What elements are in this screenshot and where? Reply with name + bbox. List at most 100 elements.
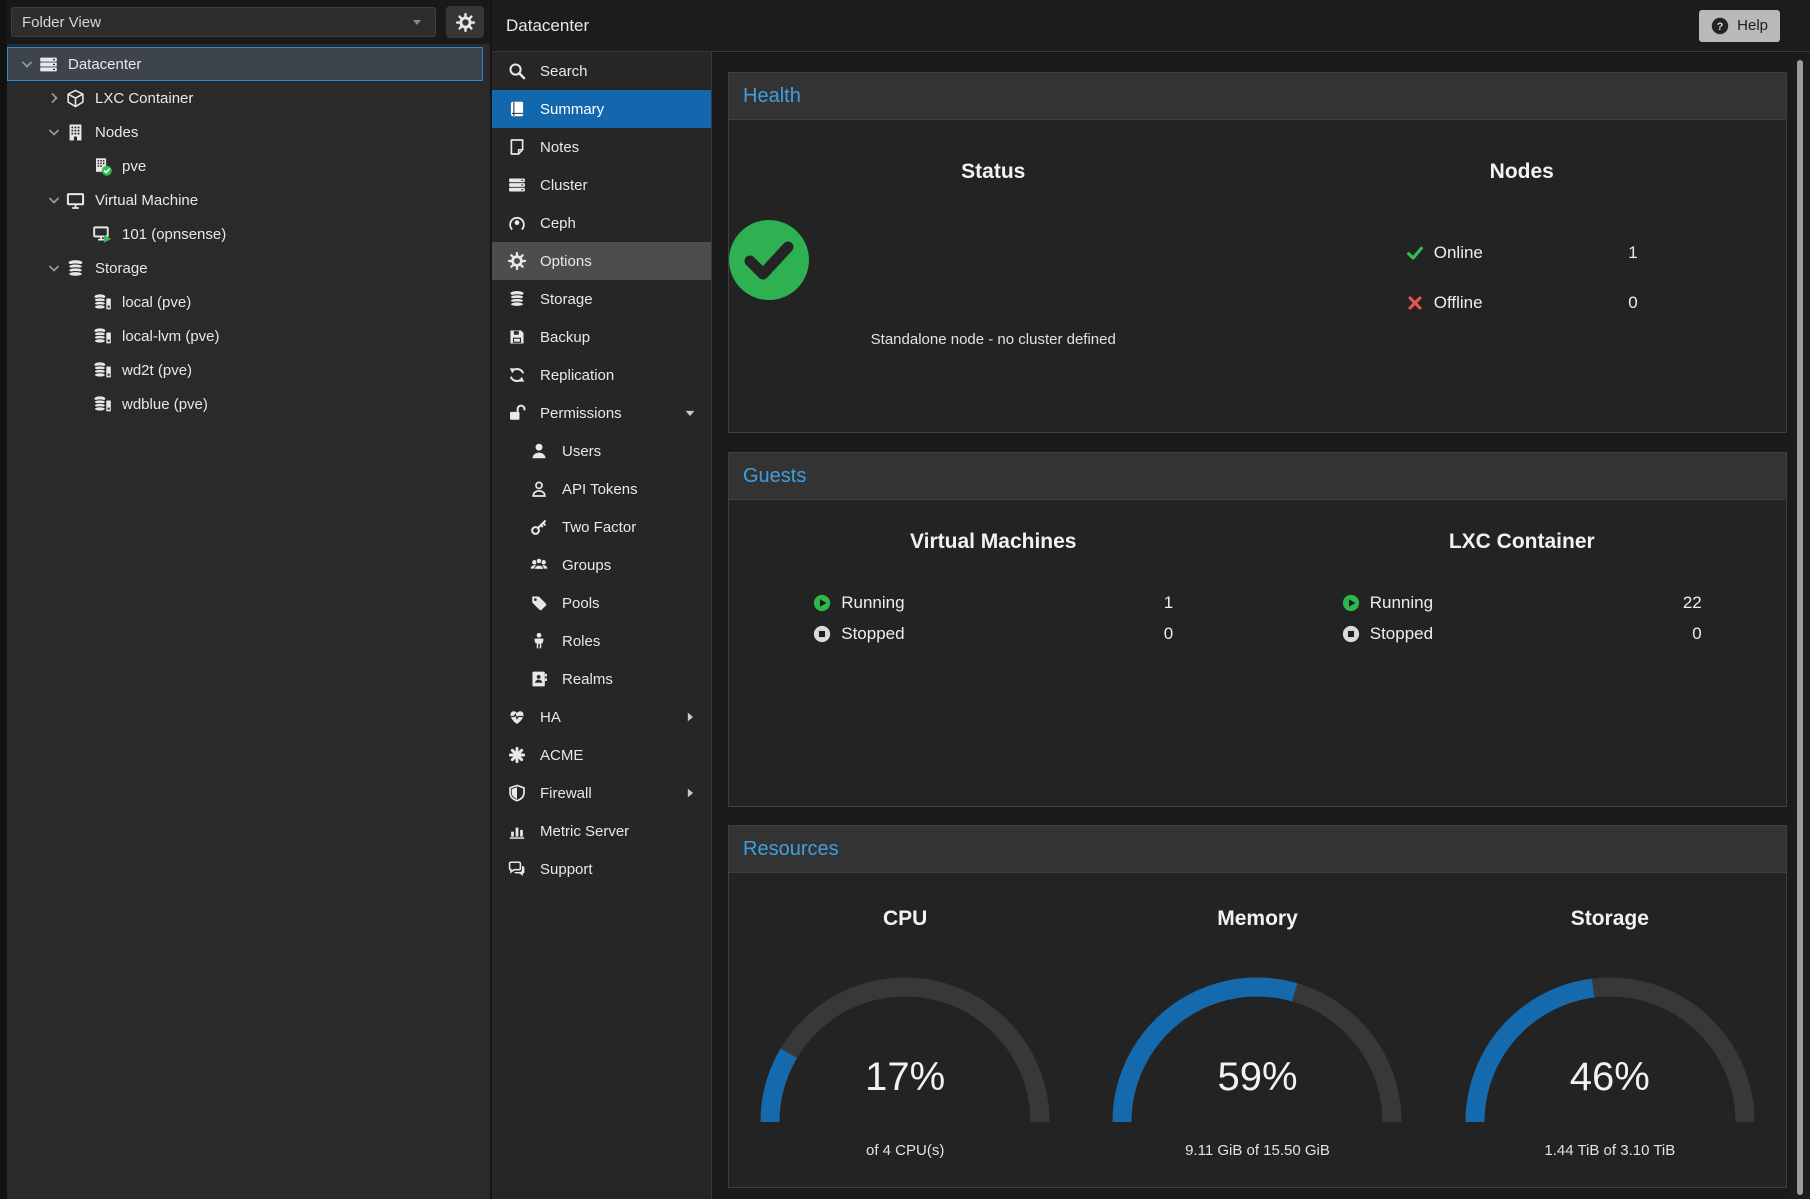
desktop-running-icon <box>93 225 112 244</box>
heartbeat-icon <box>508 708 526 726</box>
vertical-scrollbar[interactable] <box>1790 52 1810 1199</box>
menu-item-groups[interactable]: Groups <box>492 546 711 584</box>
scrollbar-thumb[interactable] <box>1797 60 1803 1195</box>
tree-item-label: wd2t (pve) <box>122 361 193 379</box>
tree-item-label: local-lvm (pve) <box>122 327 220 345</box>
menu-item-notes[interactable]: Notes <box>492 128 711 166</box>
floppy-icon <box>508 328 526 346</box>
nodes-online-label: Online <box>1433 243 1483 262</box>
tree-settings-button[interactable] <box>446 6 484 38</box>
cube-icon <box>66 89 85 108</box>
note-icon <box>508 138 526 156</box>
tree-item-local-lvm-pve[interactable]: local-lvm (pve) <box>7 319 483 353</box>
tree-item-nodes[interactable]: Nodes <box>7 115 483 149</box>
tree-item-lxc-container[interactable]: LXC Container <box>7 81 483 115</box>
chevron-down-icon[interactable] <box>44 124 64 140</box>
menu-item-cluster[interactable]: Cluster <box>492 166 711 204</box>
comments-icon <box>508 860 526 878</box>
memory-gauge-arc <box>1112 977 1402 1123</box>
chevron-right-icon[interactable] <box>44 90 64 106</box>
storage-column: Storage 46% 1.44 TiB of 3.10 TiB <box>1434 873 1786 1187</box>
tree-item-virtual-machine[interactable]: Virtual Machine <box>7 183 483 217</box>
tree-item-wd2t-pve[interactable]: wd2t (pve) <box>7 353 483 387</box>
vm-running-value: 1 <box>1163 593 1174 612</box>
view-selector-dropdown[interactable]: Folder View <box>11 7 436 37</box>
database-drive-icon <box>93 293 112 312</box>
menu-item-two-factor[interactable]: Two Factor <box>492 508 711 546</box>
menu-item-label: Permissions <box>540 404 622 422</box>
tree-item-local-pve[interactable]: local (pve) <box>7 285 483 319</box>
nodes-online-row: Online 1 <box>1406 242 1638 264</box>
menu-item-label: Pools <box>562 594 600 612</box>
menu-item-users[interactable]: Users <box>492 432 711 470</box>
running-icon <box>813 594 831 612</box>
stopped-icon <box>1342 625 1360 643</box>
lxc-stopped-label: Stopped <box>1369 624 1434 643</box>
tree-item-wdblue-pve[interactable]: wdblue (pve) <box>7 387 483 421</box>
menu-item-storage[interactable]: Storage <box>492 280 711 318</box>
tree-item-datacenter[interactable]: Datacenter <box>7 47 483 81</box>
health-panel: Health Status Standalone node - no clust… <box>728 72 1787 433</box>
menu-item-summary[interactable]: Summary <box>492 90 711 128</box>
vm-heading: Virtual Machines <box>909 530 1077 553</box>
tree-item-storage[interactable]: Storage <box>7 251 483 285</box>
tree-item-label: pve <box>122 157 147 175</box>
nodes-heading: Nodes <box>1489 160 1554 183</box>
database-icon <box>508 290 526 308</box>
datacenter-menu: Search Summary Notes Cluster Ceph Options Stor… <box>492 52 712 1199</box>
lxc-running-row: Running 22 <box>1342 592 1702 614</box>
storage-heading: Storage <box>1570 907 1649 930</box>
tree-item-101-opnsense[interactable]: 101 (opnsense) <box>7 217 483 251</box>
chevron-down-icon[interactable] <box>17 56 37 72</box>
menu-item-label: Storage <box>540 290 593 308</box>
menu-item-label: Options <box>540 252 592 270</box>
person-icon <box>530 632 548 650</box>
menu-item-acme[interactable]: ACME <box>492 736 711 774</box>
menu-item-label: Summary <box>540 100 605 118</box>
help-button[interactable]: ? Help <box>1699 9 1780 42</box>
tree-item-label: Datacenter <box>68 55 142 73</box>
lxc-column: LXC Container Running 22 Stopped 0 <box>1258 500 1787 806</box>
tree-item-pve[interactable]: pve <box>7 149 483 183</box>
menu-item-ha[interactable]: HA <box>492 698 711 736</box>
chevron-down-icon[interactable] <box>44 192 64 208</box>
expander-spacer <box>71 362 91 378</box>
database-drive-icon <box>93 327 112 346</box>
menu-item-label: Realms <box>562 670 613 688</box>
bar-chart-icon <box>508 822 526 840</box>
menu-item-label: Metric Server <box>540 822 630 840</box>
resources-panel: Resources CPU 17% of 4 CPU(s) Memory <box>728 825 1787 1188</box>
memory-gauge: 59% <box>1107 972 1407 1132</box>
menu-item-search[interactable]: Search <box>492 52 711 90</box>
tree-item-label: 101 (opnsense) <box>122 225 227 243</box>
memory-heading: Memory <box>1217 907 1298 930</box>
menu-item-label: HA <box>540 708 561 726</box>
menu-item-replication[interactable]: Replication <box>492 356 711 394</box>
tree-item-label: LXC Container <box>95 89 194 107</box>
menu-item-roles[interactable]: Roles <box>492 622 711 660</box>
storage-percent: 46% <box>1569 1055 1650 1099</box>
menu-item-ceph[interactable]: Ceph <box>492 204 711 242</box>
cross-icon <box>1406 294 1424 312</box>
menu-item-metric-server[interactable]: Metric Server <box>492 812 711 850</box>
menu-item-options[interactable]: Options <box>492 242 711 280</box>
menu-item-api-tokens[interactable]: API Tokens <box>492 470 711 508</box>
menu-item-label: Backup <box>540 328 591 346</box>
menu-item-label: Groups <box>562 556 612 574</box>
lxc-stopped-value: 0 <box>1692 624 1702 643</box>
menu-item-pools[interactable]: Pools <box>492 584 711 622</box>
menu-item-firewall[interactable]: Firewall <box>492 774 711 812</box>
tree-item-label: Storage <box>95 259 148 277</box>
menu-item-realms[interactable]: Realms <box>492 660 711 698</box>
desktop-icon <box>66 191 85 210</box>
vm-stopped-value: 0 <box>1163 624 1174 643</box>
menu-item-support[interactable]: Support <box>492 850 711 888</box>
menu-item-backup[interactable]: Backup <box>492 318 711 356</box>
tree-toolbar: Folder View <box>0 0 490 44</box>
vm-stopped-row: Stopped 0 <box>813 623 1173 645</box>
menu-item-label: ACME <box>540 746 584 764</box>
replication-icon <box>508 366 526 384</box>
nodes-offline-value: 0 <box>1628 293 1638 312</box>
menu-item-permissions[interactable]: Permissions <box>492 394 711 432</box>
chevron-down-icon[interactable] <box>44 260 64 276</box>
